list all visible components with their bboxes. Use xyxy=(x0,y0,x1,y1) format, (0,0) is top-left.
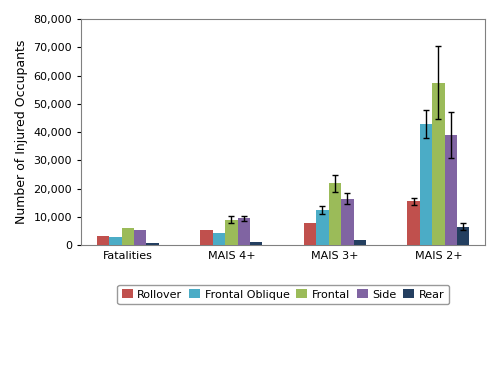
Legend: Rollover, Frontal Oblique, Frontal, Side, Rear: Rollover, Frontal Oblique, Frontal, Side… xyxy=(118,285,449,304)
Bar xyxy=(96,236,109,245)
Bar xyxy=(408,201,420,245)
Bar xyxy=(122,228,134,245)
Bar xyxy=(341,198,353,245)
Bar xyxy=(420,124,432,245)
Bar xyxy=(328,183,341,245)
Bar xyxy=(432,83,444,245)
Bar xyxy=(146,243,159,245)
Bar xyxy=(444,135,457,245)
Bar xyxy=(316,210,328,245)
Bar xyxy=(457,227,469,245)
Bar xyxy=(354,240,366,245)
Bar xyxy=(225,220,237,245)
Bar xyxy=(134,230,146,245)
Bar xyxy=(250,242,262,245)
Bar xyxy=(212,232,225,245)
Bar xyxy=(109,237,122,245)
Y-axis label: Number of Injured Occupants: Number of Injured Occupants xyxy=(15,40,28,224)
Bar xyxy=(200,230,212,245)
Bar xyxy=(304,223,316,245)
Bar xyxy=(238,219,250,245)
